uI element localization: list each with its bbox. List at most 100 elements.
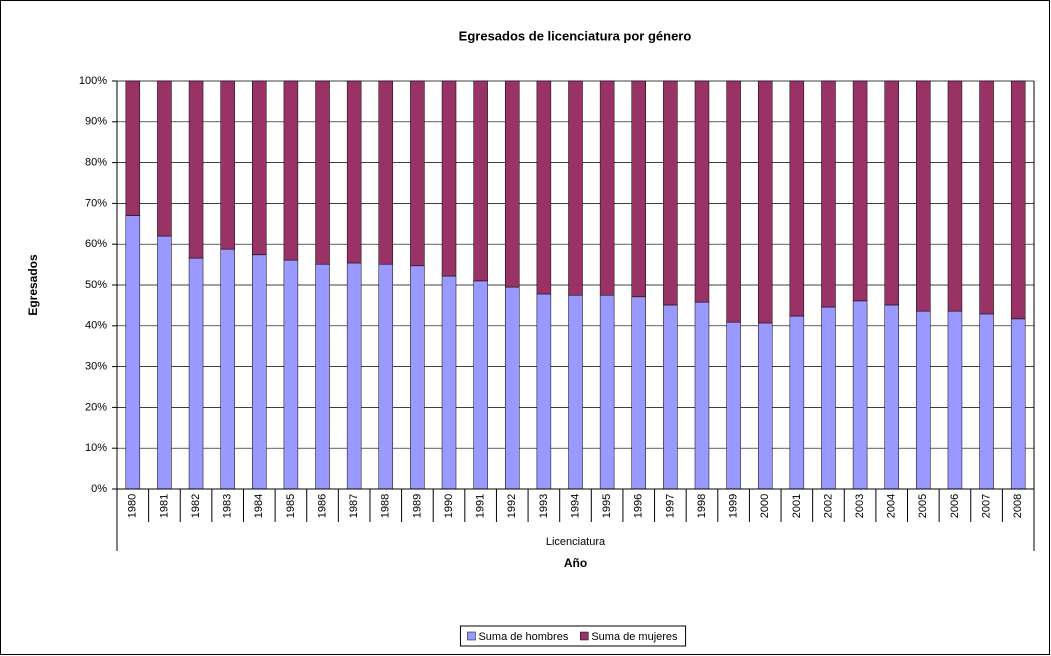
bar-segment (789, 315, 805, 490)
y-tick-label: 70% (85, 197, 107, 209)
bar-segment (315, 80, 330, 265)
bar-segment (916, 310, 931, 490)
x-tick-label: 1992 (506, 494, 518, 518)
x-tick-label: 1999 (728, 494, 740, 518)
bar-segment (378, 80, 394, 265)
bar-segment (536, 293, 552, 490)
bar-segment (283, 80, 299, 261)
bar-segment (663, 304, 678, 490)
bar-segment (726, 321, 741, 490)
x-tick-label: 1984 (253, 494, 265, 518)
category-group-label: Licenciatura (546, 536, 606, 548)
x-axis-title: Año (564, 556, 587, 570)
bar-segment (884, 80, 899, 306)
bar-segment (852, 80, 868, 302)
x-tick-label: 2003 (854, 494, 866, 518)
bar-segment (346, 80, 362, 264)
bar-segment (188, 80, 204, 259)
x-tick-label: 2001 (791, 494, 803, 518)
y-axis-title: Egresados (26, 254, 40, 316)
y-tick-label: 100% (79, 75, 107, 87)
bar-segment (283, 259, 299, 490)
bar-segment (410, 80, 425, 267)
x-tick-label: 1983 (222, 494, 234, 518)
bar-segment (757, 322, 773, 490)
y-tick-label: 40% (85, 320, 107, 332)
x-tick-label: 1994 (569, 494, 581, 518)
bar-segment (568, 80, 583, 296)
bar-segment (441, 275, 457, 490)
x-tick-label: 1987 (348, 494, 360, 518)
legend: Suma de hombres Suma de mujeres (459, 625, 687, 647)
chart-title: Egresados de licenciatura por género (459, 28, 692, 43)
bar-segment (694, 80, 710, 303)
bar-segment (473, 80, 488, 282)
bar-segment (821, 306, 836, 490)
x-tick-label: 1988 (380, 494, 392, 518)
x-tick-label: 1986 (316, 494, 328, 518)
bar-segment (631, 80, 646, 298)
y-tick-label: 60% (85, 238, 107, 250)
bar-segment (852, 300, 868, 490)
x-tick-label: 1990 (443, 494, 455, 518)
x-tick-label: 1985 (285, 494, 297, 518)
bar-segment (599, 80, 615, 296)
bar-segment (125, 80, 141, 216)
legend-box (459, 625, 687, 647)
y-tick-label: 20% (85, 401, 107, 413)
x-tick-label: 2004 (886, 494, 898, 518)
bar-segment (473, 280, 488, 490)
bar-segment (1010, 318, 1026, 490)
x-tick-label: 2005 (917, 494, 929, 518)
x-tick-label: 1981 (158, 494, 170, 518)
x-tick-label: 1982 (190, 494, 202, 518)
x-tick-label: 1997 (664, 494, 676, 518)
bar-segment (252, 254, 267, 490)
bar-segment (188, 257, 204, 490)
legend-label: Suma de mujeres (591, 631, 678, 643)
x-tick-label: 1996 (633, 494, 645, 518)
y-tick-label: 90% (85, 116, 107, 128)
x-tick-label: 2007 (980, 494, 992, 518)
legend-label: Suma de hombres (478, 631, 568, 643)
x-tick-label: 1995 (601, 494, 613, 518)
bar-segment (315, 263, 330, 490)
bar-segment (916, 80, 931, 312)
bar-segment (789, 80, 805, 317)
bar-segment (979, 80, 994, 315)
bar-segment (599, 294, 615, 490)
bar-segment (220, 248, 235, 490)
legend-swatch (467, 631, 476, 641)
bar-segment (757, 80, 773, 324)
y-tick-label: 80% (85, 157, 107, 169)
bar-segment (125, 215, 141, 490)
x-tick-label: 1989 (411, 494, 423, 518)
bar-segment (979, 313, 994, 490)
bar-segment (157, 80, 172, 237)
bar-segment (884, 304, 899, 490)
bar-segment (252, 80, 267, 256)
bar-segment (1010, 80, 1026, 320)
bar-segment (631, 296, 646, 490)
x-tick-label: 1993 (538, 494, 550, 518)
y-tick-label: 30% (85, 361, 107, 373)
bar-segment (157, 235, 172, 490)
bar-segment (568, 294, 583, 490)
y-tick-label: 50% (85, 279, 107, 291)
bar-segment (821, 80, 836, 308)
x-tick-label: 2008 (1012, 494, 1024, 518)
bar-segment (410, 265, 425, 490)
x-tick-label: 1980 (127, 494, 139, 518)
bar-segment (378, 263, 394, 490)
x-tick-label: 2002 (822, 494, 834, 518)
bar-segment (694, 301, 710, 490)
bar-segment (441, 80, 457, 277)
legend-swatch (580, 631, 589, 641)
bar-segment (346, 262, 362, 490)
bar-segment (726, 80, 741, 323)
x-tick-label: 1991 (475, 494, 487, 518)
y-tick-label: 10% (85, 442, 107, 454)
bar-segment (505, 286, 520, 490)
